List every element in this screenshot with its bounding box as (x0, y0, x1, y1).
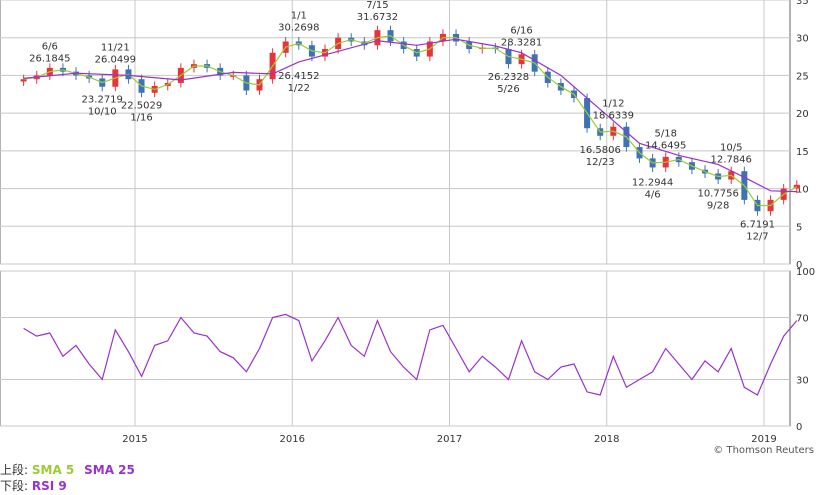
annotation-label: 1/16 (130, 112, 152, 123)
year-tick-label: 2016 (280, 434, 305, 445)
annotation-label: 5/18 (654, 129, 676, 140)
candle-body (230, 75, 237, 77)
rsi-panel-frame (0, 270, 791, 427)
price-tick-label: 30 (796, 34, 809, 45)
price-panel-grid (0, 0, 790, 265)
annotation-label: 16.5806 (580, 145, 621, 156)
legend-sma5: SMA 5 (31, 463, 75, 477)
annotation-label: 18.6339 (593, 110, 634, 121)
legend-lower-label: 下段: (0, 479, 29, 493)
rsi-line (23, 313, 798, 396)
annotation-label: 26.2328 (488, 72, 529, 83)
copyright-credit: © Thomson Reuters (713, 445, 814, 456)
rsi-panel: 0 30 70 100 (0, 267, 815, 433)
annotation-label: 9/28 (707, 201, 729, 212)
rsi-tick-label: 30 (796, 376, 809, 387)
legend-lower: 下段: RSI 9 (0, 479, 67, 493)
rsi-tick-label: 100 (796, 267, 815, 278)
year-tick-label: 2015 (122, 434, 147, 445)
annotation-label: 12/23 (586, 157, 615, 168)
legend-rsi: RSI 9 (31, 479, 67, 493)
annotation-label: 5/26 (497, 84, 519, 95)
annotation-label: 6.7191 (740, 219, 775, 230)
price-tick-label: 25 (796, 71, 809, 82)
annotation-label: 31.6732 (357, 12, 398, 23)
annotation-label: 28.3281 (501, 37, 542, 48)
rsi-tick-label: 70 (796, 314, 809, 325)
annotation-label: 11/21 (101, 43, 130, 54)
legend-sma25: SMA 25 (84, 463, 135, 477)
annotation-label: 10.7756 (697, 189, 738, 200)
price-tick-label: 5 (796, 222, 802, 233)
annotation-label: 23.2719 (82, 94, 123, 105)
annotation-label: 22.5029 (121, 100, 162, 111)
annotation-label: 12.7846 (711, 155, 752, 166)
annotation-label: 4/6 (645, 189, 661, 200)
price-tick-label: 35 (796, 0, 809, 7)
annotation-label: 6/16 (510, 25, 532, 36)
annotation-label: 12/7 (746, 231, 768, 242)
annotation-label: 10/5 (720, 143, 742, 154)
date-axis-ticks: 2015 2016 2017 2018 2019 (122, 434, 776, 445)
year-tick-label: 2019 (751, 434, 776, 445)
year-tick-label: 2018 (594, 434, 619, 445)
price-tick-label: 0 (796, 260, 802, 271)
annotation-label: 26.1845 (29, 53, 70, 64)
sma5-line (23, 35, 798, 207)
annotation-label: 26.0499 (95, 55, 136, 66)
candle-body (20, 79, 27, 82)
annotation-label: 14.6495 (645, 141, 686, 152)
annotation-label: 26.4152 (278, 71, 319, 82)
annotation-label: 1/1 (291, 11, 307, 22)
rsi-panel-grid (0, 270, 790, 427)
annotation-label: 6/6 (42, 41, 58, 52)
legend-upper-label: 上段: (0, 463, 29, 477)
annotation-label: 1/22 (288, 83, 310, 94)
price-tick-label: 10 (796, 185, 809, 196)
price-tick-label: 15 (796, 147, 809, 158)
legend-upper: 上段: SMA 5 SMA 25 (0, 463, 135, 477)
annotation-label: 30.2698 (278, 23, 319, 34)
sma25-line (23, 38, 797, 193)
annotation-label: 7/15 (366, 0, 388, 11)
annotation-label: 1/12 (602, 98, 624, 109)
rsi-axis-ticks: 0 30 70 100 (796, 267, 815, 433)
year-tick-label: 2017 (437, 434, 462, 445)
price-panel-frame (0, 0, 791, 265)
annotation-label: 10/10 (88, 106, 117, 117)
annotation-label: 12.2944 (632, 177, 673, 188)
price-tick-label: 20 (796, 109, 809, 120)
rsi-tick-label: 0 (796, 422, 802, 433)
price-axis-ticks: 0 5 10 15 20 25 30 35 (796, 0, 809, 271)
